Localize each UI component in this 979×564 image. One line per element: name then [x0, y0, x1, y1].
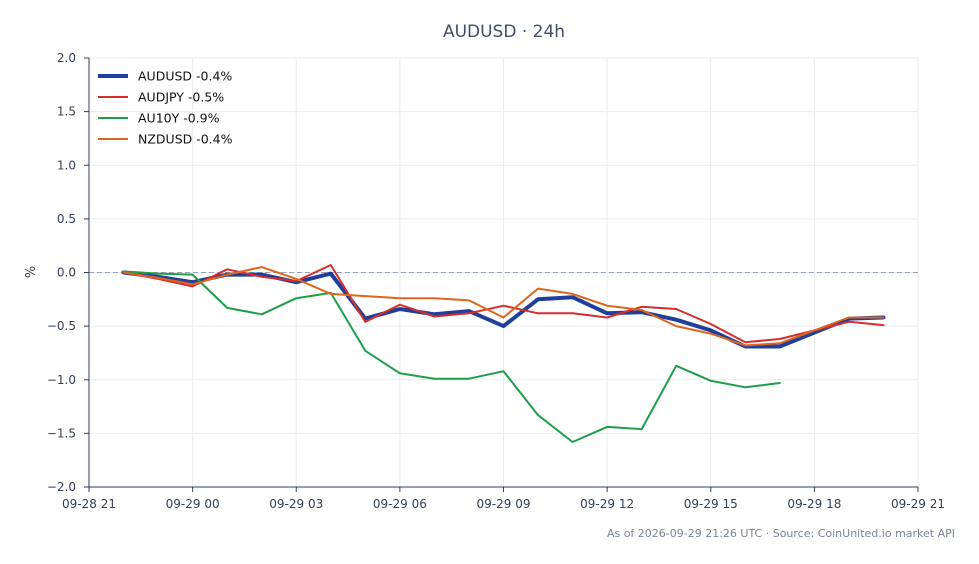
y-axis-label: %	[24, 266, 39, 278]
legend: AUDUSD -0.4% AUDJPY -0.5% AU10Y -0.9% NZDUS…	[98, 69, 233, 147]
legend-item: NZDUSD -0.4%	[98, 132, 233, 147]
y-tick-label: 2.0	[57, 51, 76, 65]
x-tick-label: 09-29 15	[684, 497, 738, 511]
x-tick-label: 09-29 21	[891, 497, 945, 511]
y-axis-ticks: 2.0 1.5 1.0 0.5 0.0 −0.5 −1.0 −1.5 −2.0	[47, 51, 89, 494]
y-tick-label: 1.5	[57, 105, 76, 119]
x-tick-label: 09-29 18	[787, 497, 841, 511]
x-axis-ticks: 09-28 21 09-29 00 09-29 03 09-29 06 09-29 09…	[62, 487, 945, 511]
legend-label: AUDJPY -0.5%	[138, 90, 224, 105]
x-tick-label: 09-29 12	[580, 497, 634, 511]
y-tick-label: −2.0	[47, 480, 76, 494]
x-tick-label: 09-29 06	[373, 497, 427, 511]
y-tick-label: 0.0	[57, 266, 76, 280]
x-tick-label: 09-29 09	[477, 497, 531, 511]
source-footer: As of 2026-09-29 21:26 UTC · Source: Coi…	[607, 527, 955, 540]
legend-label: NZDUSD -0.4%	[138, 132, 233, 147]
series-lines	[121, 264, 886, 443]
y-tick-label: −1.5	[47, 426, 76, 440]
legend-label: AU10Y -0.9%	[138, 111, 220, 126]
y-tick-label: −0.5	[47, 319, 76, 333]
legend-item: AUDUSD -0.4%	[98, 69, 232, 84]
x-tick-label: 09-29 03	[269, 497, 323, 511]
x-tick-label: 09-28 21	[62, 497, 116, 511]
legend-label: AUDUSD -0.4%	[138, 69, 232, 84]
x-tick-label: 09-29 00	[166, 497, 220, 511]
y-tick-label: −1.0	[47, 373, 76, 387]
series-line-au10y	[122, 270, 781, 443]
series-line-nzdusd	[122, 266, 885, 347]
legend-item: AUDJPY -0.5%	[98, 90, 224, 105]
chart-title: AUDUSD · 24h	[443, 22, 565, 42]
y-tick-label: 1.0	[57, 158, 76, 172]
legend-item: AU10Y -0.9%	[98, 111, 220, 126]
y-tick-label: 0.5	[57, 212, 76, 226]
